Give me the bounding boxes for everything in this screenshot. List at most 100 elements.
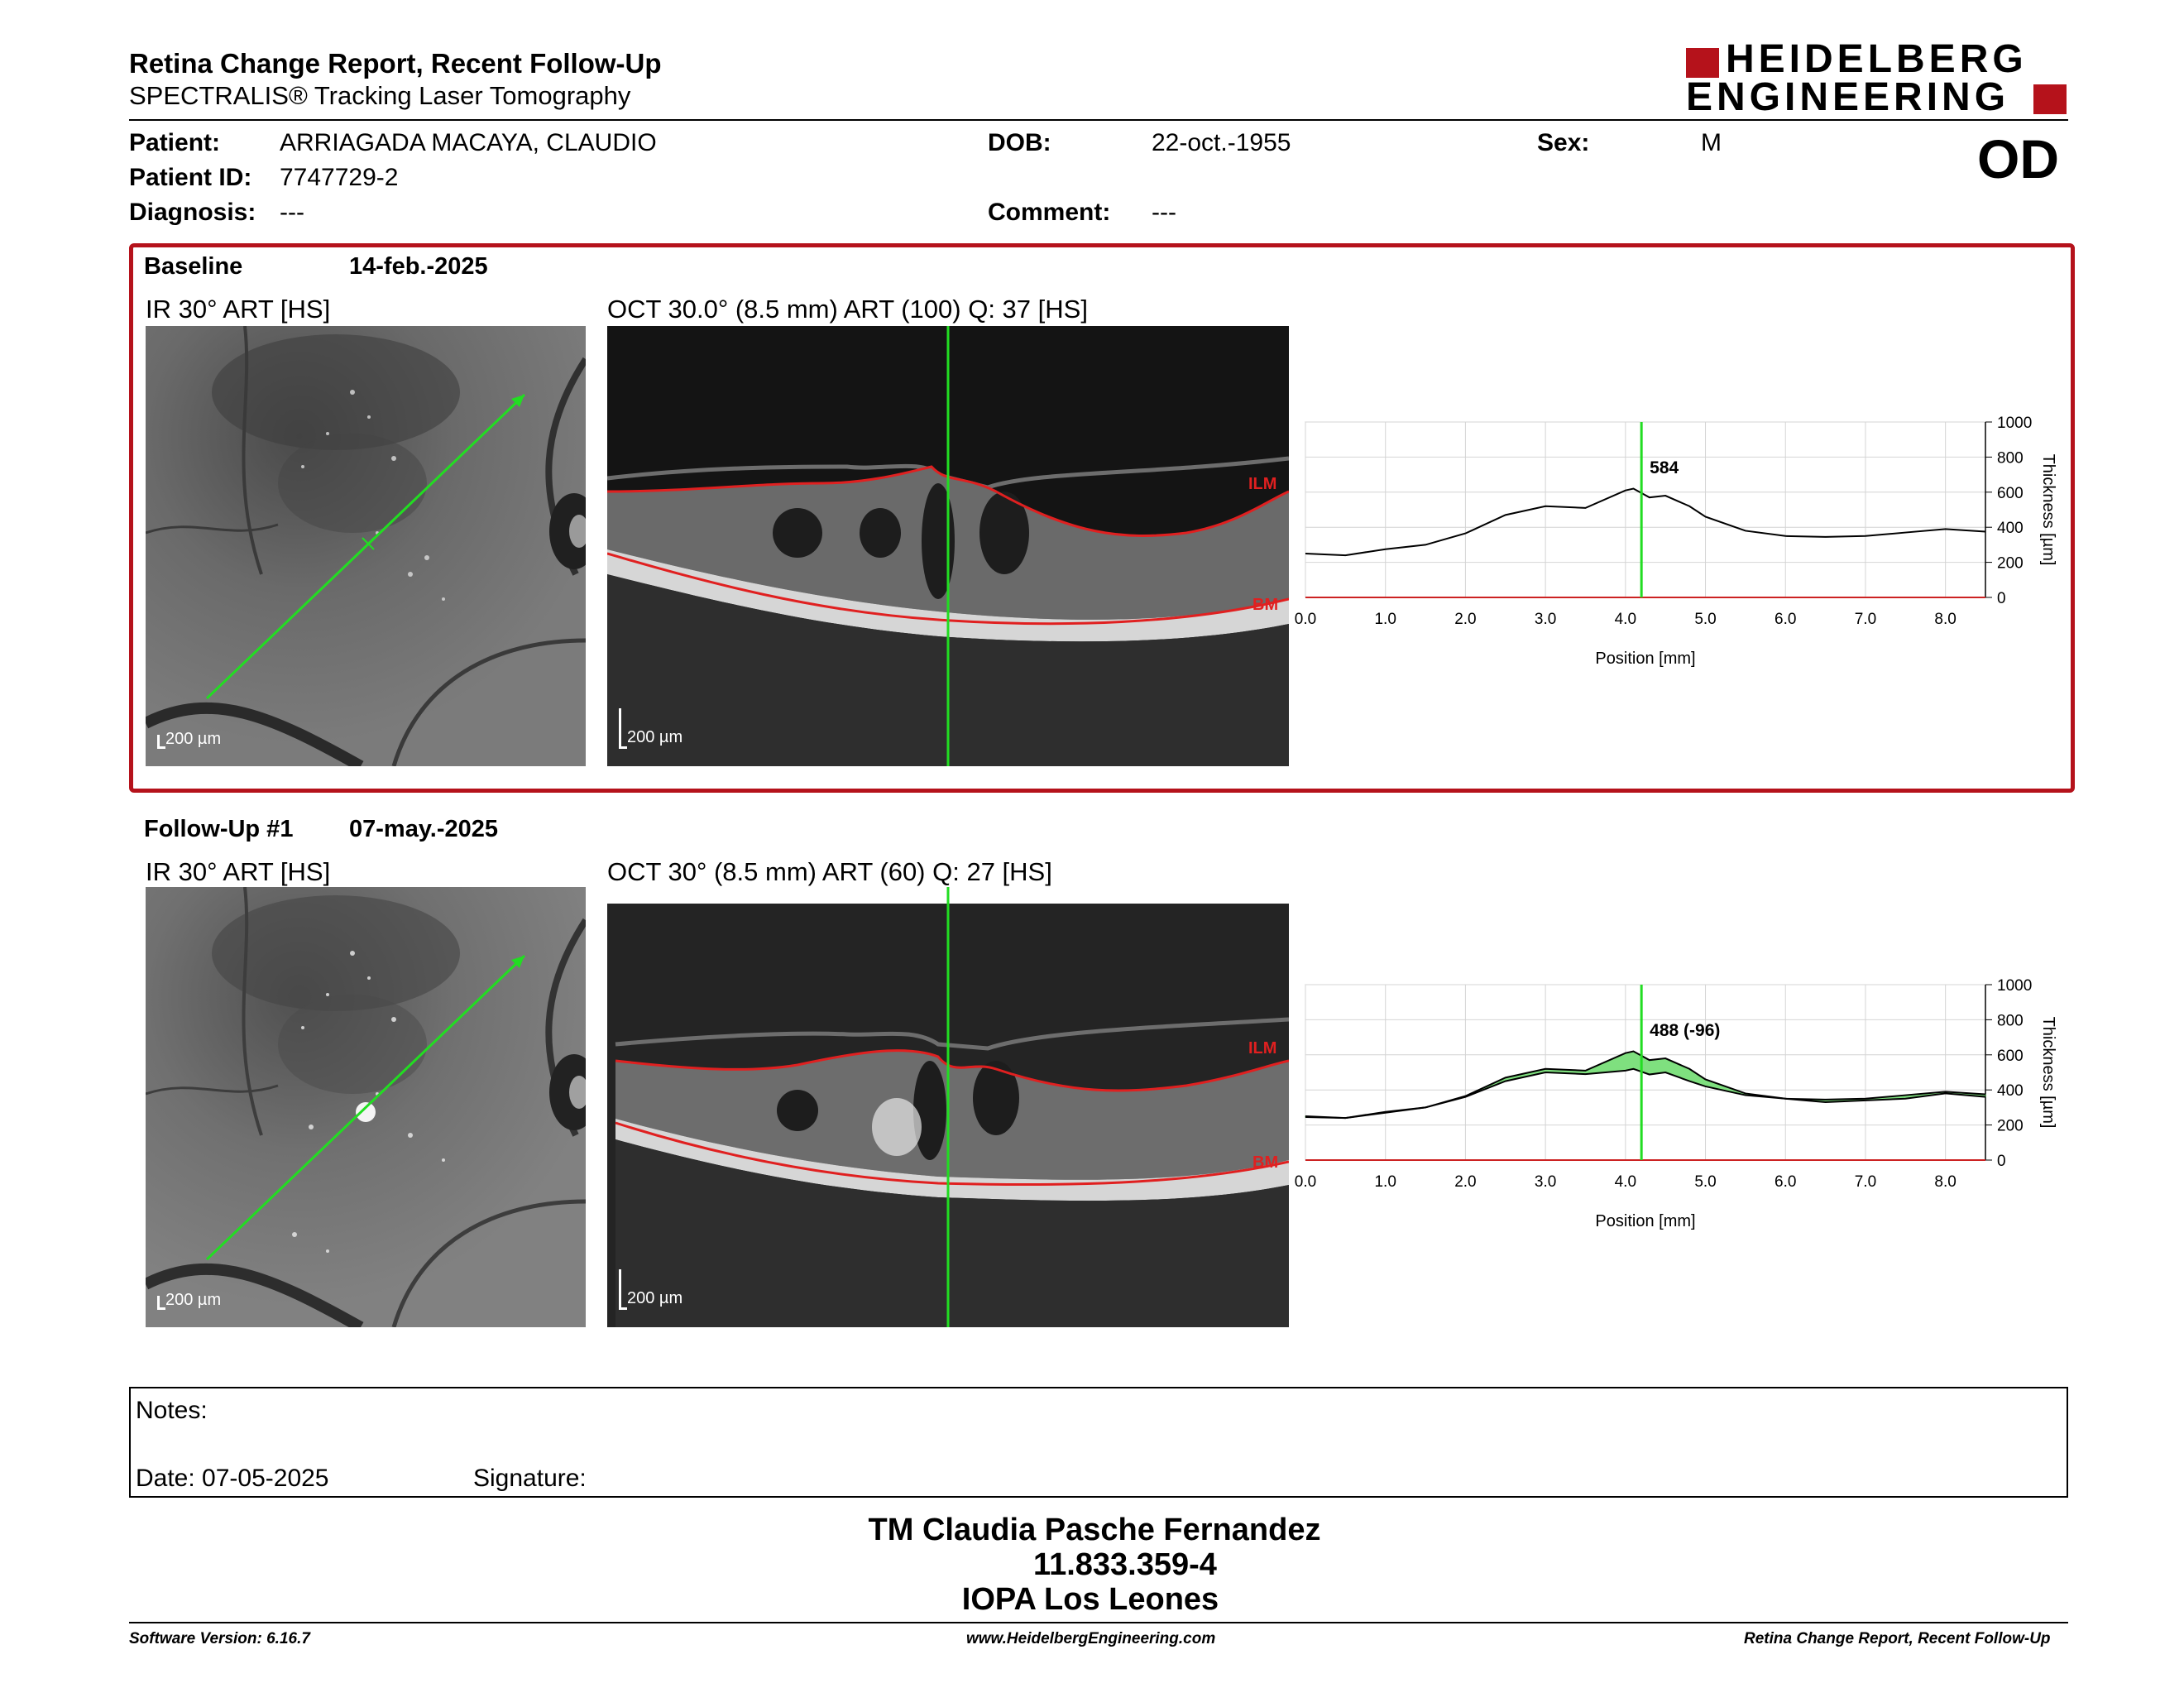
heidelberg-logo: HEIDELBERG ENGINEERING <box>1686 38 2067 119</box>
logo-square-top <box>1686 48 1719 78</box>
logo-line1: HEIDELBERG <box>1726 37 2028 81</box>
report-title: Retina Change Report, Recent Follow-Up <box>129 48 662 79</box>
baseline-chart-xtick-5: 5.0 <box>1694 611 1716 628</box>
signature-institution: IOPA Los Leones <box>961 1582 1219 1617</box>
baseline-fundus-drawing <box>146 326 586 766</box>
sex-label: Sex: <box>1537 129 1590 156</box>
followup-oct-image[interactable]: ILM BM 200 µm <box>607 887 1289 1327</box>
followup-chart-ytick-1: 200 <box>1997 1118 2024 1135</box>
followup-oct-drawing <box>607 887 1289 1327</box>
notes-label: Notes: <box>136 1397 208 1424</box>
footer-report: Retina Change Report, Recent Follow-Up <box>1744 1630 2051 1647</box>
comment-value: --- <box>1152 199 1176 226</box>
followup-ir-scale-label: 200 µm <box>165 1291 222 1309</box>
baseline-chart-xtick-6: 6.0 <box>1774 611 1796 628</box>
followup-chart-xtick-2: 2.0 <box>1454 1173 1476 1191</box>
followup-chart-ytick-2: 400 <box>1997 1082 2024 1100</box>
baseline-chart-xlabel: Position [mm] <box>1595 650 1695 668</box>
followup-oct-scale-label: 200 µm <box>627 1289 683 1307</box>
logo-line2: ENGINEERING <box>1686 75 2010 119</box>
baseline-chart-xtick-3: 3.0 <box>1535 611 1556 628</box>
patient-id: 7747729-2 <box>280 164 399 191</box>
baseline-oct-drawing <box>607 326 1289 766</box>
baseline-chart-ytick-4: 800 <box>1997 449 2024 467</box>
followup-chart-ytick-5: 1000 <box>1997 977 2032 995</box>
followup-thickness-chart: 0.0 1.0 2.0 3.0 4.0 5.0 6.0 7.0 8.0 0 200 400 600 800… <box>1295 977 2057 1230</box>
followup-ir-scalebar-v <box>157 1296 160 1309</box>
eye-label: OD <box>1977 128 2059 189</box>
followup-chart-series-1-line <box>1305 1067 1986 1120</box>
followup-chart-xtick-1: 1.0 <box>1374 1173 1396 1191</box>
footer-website[interactable]: www.HeidelbergEngineering.com <box>966 1630 1216 1647</box>
followup-chart-xtick-6: 6.0 <box>1774 1173 1796 1191</box>
followup-ilm-label: ILM <box>1248 1039 1277 1057</box>
signature-name: TM Claudia Pasche Fernandez <box>868 1513 1321 1547</box>
patient-name: ARRIAGADA MACAYA, CLAUDIO <box>280 129 657 156</box>
followup-chart-xtick-4: 4.0 <box>1615 1173 1636 1191</box>
baseline-chart-xtick-7: 7.0 <box>1855 611 1876 628</box>
followup-chart-xtick-7: 7.0 <box>1855 1173 1876 1191</box>
notes-box[interactable]: Notes: Date: 07-05-2025 Signature: <box>129 1387 2068 1498</box>
baseline-chart-xtick-8: 8.0 <box>1934 611 1956 628</box>
signature-block: TM Claudia Pasche Fernandez 11.833.359-4… <box>0 1513 2184 1617</box>
baseline-ir-scale-label: 200 µm <box>165 730 222 748</box>
followup-chart-ytick-3: 600 <box>1997 1048 2024 1065</box>
logo-square-bottom <box>2033 84 2067 114</box>
notes-date: Date: 07-05-2025 <box>136 1465 329 1492</box>
followup-chart-ytick-4: 800 <box>1997 1012 2024 1029</box>
followup-oct-scalebar-v <box>619 1269 621 1309</box>
followup-chart-marker-value: 488 (-96) <box>1650 1021 1720 1040</box>
signature-label: Signature: <box>473 1465 587 1492</box>
baseline-oct-title: OCT 30.0° (8.5 mm) ART (100) Q: 37 [HS] <box>607 295 1088 324</box>
baseline-chart-ytick-0: 0 <box>1997 590 2006 607</box>
footer-software: Software Version: 6.16.7 <box>129 1630 310 1647</box>
followup-chart-xtick-0: 0.0 <box>1295 1173 1316 1191</box>
followup-ir-title: IR 30° ART [HS] <box>146 857 331 886</box>
baseline-thickness-chart: 0.0 1.0 2.0 3.0 4.0 5.0 6.0 7.0 8.0 0 200 400 600 800… <box>1295 415 2057 668</box>
followup-chart-ytick-0: 0 <box>1997 1153 2006 1170</box>
baseline-chart-ylabel: Thickness [µm] <box>2039 454 2057 566</box>
baseline-chart-ytick-5: 1000 <box>1997 415 2032 432</box>
followup-bm-label: BM <box>1252 1153 1279 1172</box>
baseline-oct-scale-label: 200 µm <box>627 728 683 746</box>
followup-chart-xtick-5: 5.0 <box>1694 1173 1716 1191</box>
baseline-chart-ytick-3: 600 <box>1997 485 2024 502</box>
baseline-ir-title: IR 30° ART [HS] <box>146 295 331 324</box>
followup-chart-xtick-8: 8.0 <box>1934 1173 1956 1191</box>
comment-label: Comment: <box>988 199 1111 226</box>
baseline-oct-scalebar-v <box>619 708 621 748</box>
baseline-label: Baseline <box>144 253 243 280</box>
baseline-ilm-label: ILM <box>1248 475 1277 493</box>
followup-ir-scalebar-h <box>157 1307 165 1310</box>
baseline-chart-series-0-line <box>1305 487 1986 557</box>
baseline-oct-image[interactable]: ILM BM 200 µm <box>607 326 1289 766</box>
baseline-ir-scalebar-v <box>157 735 160 748</box>
patient-name-label: Patient: <box>129 129 221 156</box>
baseline-oct-scalebar-h <box>619 746 627 749</box>
header-rule <box>129 119 2068 121</box>
sex-value: M <box>1701 129 1722 156</box>
diagnosis-value: --- <box>280 199 304 226</box>
followup-label: Follow-Up #1 <box>144 816 294 842</box>
signature-rut: 11.833.359-4 <box>1033 1547 1217 1582</box>
followup-chart-ylabel: Thickness [µm] <box>2039 1017 2057 1129</box>
baseline-chart-ytick-1: 200 <box>1997 555 2024 573</box>
followup-fundus-drawing <box>146 887 586 1327</box>
baseline-chart-xtick-1: 1.0 <box>1374 611 1396 628</box>
followup-chart-xtick-3: 3.0 <box>1535 1173 1556 1191</box>
baseline-frame <box>129 243 2075 793</box>
baseline-chart-xtick-0: 0.0 <box>1295 611 1316 628</box>
baseline-chart-marker-value: 584 <box>1650 458 1679 477</box>
baseline-chart-xtick-2: 2.0 <box>1454 611 1476 628</box>
diagnosis-label: Diagnosis: <box>129 199 256 226</box>
baseline-ir-image[interactable]: 200 µm <box>146 326 586 766</box>
dob-label: DOB: <box>988 129 1051 156</box>
baseline-date: 14-feb.-2025 <box>349 253 488 280</box>
followup-ir-image[interactable]: 200 µm <box>146 887 586 1327</box>
baseline-bm-label: BM <box>1252 596 1279 614</box>
baseline-chart-ytick-2: 400 <box>1997 520 2024 537</box>
report-subtitle: SPECTRALIS® Tracking Laser Tomography <box>129 81 631 110</box>
baseline-chart-plot-area <box>1305 421 1986 598</box>
patient-id-label: Patient ID: <box>129 164 252 191</box>
baseline-chart-xtick-4: 4.0 <box>1615 611 1636 628</box>
